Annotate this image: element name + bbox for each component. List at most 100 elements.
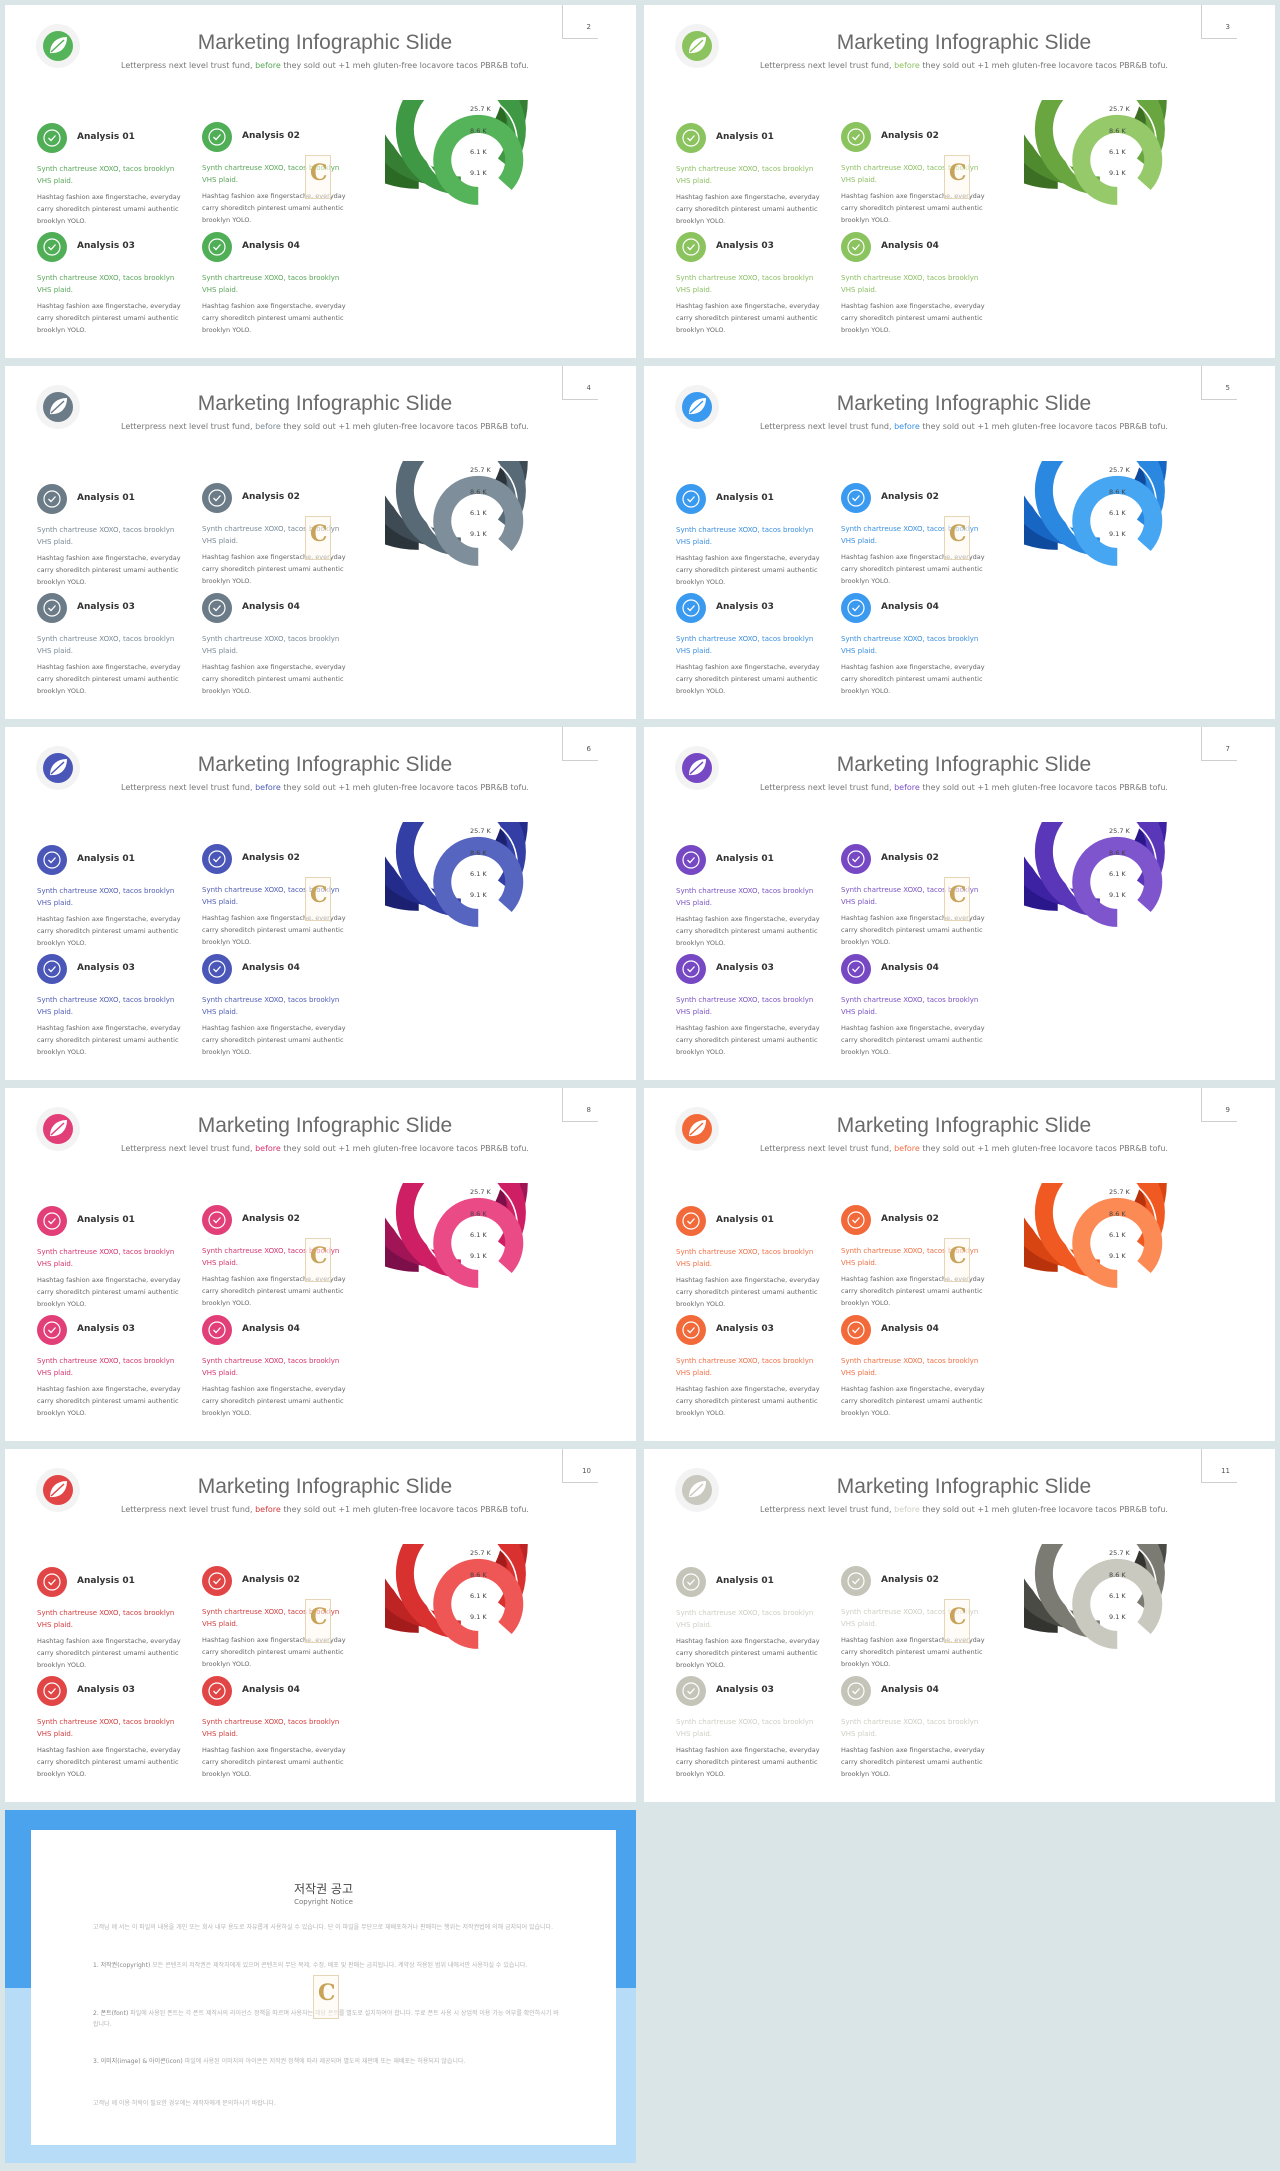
page-number-frame: [1201, 366, 1237, 400]
slide-subtitle: Letterpress next level trust fund, befor…: [760, 783, 1168, 792]
analysis-body: Hashtag fashion axe fingerstache, everyd…: [37, 915, 181, 947]
check-circle-icon: [202, 1676, 232, 1706]
analysis-tagline: Synth chartreuse XOXO, tacos brooklyn VH…: [37, 165, 175, 185]
page-number: 3: [1225, 23, 1230, 31]
check-circle-icon: [676, 954, 706, 984]
check-circle-icon: [676, 1315, 706, 1345]
slide-title: Marketing Infographic Slide: [197, 1114, 453, 1137]
slide-title: Marketing Infographic Slide: [836, 31, 1092, 54]
analysis-heading: Analysis 01: [77, 1576, 135, 1586]
radial-bar: [1072, 1197, 1163, 1288]
analysis-tagline: Synth chartreuse XOXO, tacos brooklyn VH…: [676, 526, 814, 546]
analysis-body: Hashtag fashion axe fingerstache, everyd…: [37, 1746, 181, 1778]
check-circle-icon: [841, 1676, 871, 1706]
check-circle-icon: [202, 844, 232, 874]
slide-title: Marketing Infographic Slide: [836, 1475, 1092, 1498]
analysis-tagline: Synth chartreuse XOXO, tacos brooklyn VH…: [676, 1718, 814, 1738]
analysis-body: Hashtag fashion axe fingerstache, everyd…: [202, 192, 346, 224]
analysis-heading: Analysis 02: [242, 853, 300, 863]
analysis-body: Hashtag fashion axe fingerstache, everyd…: [37, 554, 181, 586]
chart-tick-label: 6.1 K: [1109, 1231, 1126, 1239]
check-circle-icon: [841, 1566, 871, 1596]
analysis-body: Hashtag fashion axe fingerstache, everyd…: [841, 553, 985, 585]
chart-tick-label: 9.1 K: [470, 169, 487, 177]
chart-tick-label: 25.7 K: [1109, 105, 1130, 113]
chart-tick-label: 6.1 K: [1109, 509, 1126, 517]
chart-tick-label: 25.7 K: [470, 1549, 491, 1557]
analysis-body: Hashtag fashion axe fingerstache, everyd…: [841, 1024, 985, 1056]
leaf-logo-icon: [674, 23, 720, 69]
analysis-heading: Analysis 03: [77, 602, 135, 612]
analysis-tagline: Synth chartreuse XOXO, tacos brooklyn VH…: [202, 274, 340, 294]
analysis-body: Hashtag fashion axe fingerstache, everyd…: [841, 663, 985, 695]
page-number: 9: [1225, 1106, 1230, 1114]
chart-tick-label: 9.1 K: [470, 530, 487, 538]
copyright-paragraph: 3. 이미지(image) & 아이콘(icon) 파일에 사용된 이미지와 아…: [93, 2056, 563, 2067]
analysis-body: Hashtag fashion axe fingerstache, everyd…: [676, 302, 820, 334]
check-circle-icon: [676, 1206, 706, 1236]
chart-tick-label: 9.1 K: [1109, 891, 1126, 899]
watermark-logo: C: [944, 516, 970, 560]
analysis-heading: Analysis 04: [881, 602, 939, 612]
chart-tick-label: 6.1 K: [470, 509, 487, 517]
check-circle-icon: [841, 1315, 871, 1345]
chart-tick-label: 9.1 K: [470, 1613, 487, 1621]
watermark-logo: C: [305, 155, 331, 199]
watermark-logo: C: [944, 1599, 970, 1643]
chart-tick-label: 8.6 K: [470, 1210, 487, 1218]
infographic-slide: 7 Marketing Infographic Slide Letterpress …: [644, 727, 1275, 1080]
page-number: 10: [582, 1467, 591, 1475]
check-circle-icon: [202, 954, 232, 984]
slide-title: Marketing Infographic Slide: [197, 1475, 453, 1498]
radial-bar: [1072, 114, 1163, 205]
analysis-heading: Analysis 03: [77, 241, 135, 251]
check-circle-icon: [37, 845, 67, 875]
check-circle-icon: [676, 123, 706, 153]
slide-title: Marketing Infographic Slide: [197, 392, 453, 415]
analysis-tagline: Synth chartreuse XOXO, tacos brooklyn VH…: [37, 1357, 175, 1377]
chart-tick-label: 6.1 K: [1109, 1592, 1126, 1600]
analysis-tagline: Synth chartreuse XOXO, tacos brooklyn VH…: [202, 1357, 340, 1377]
page-number-frame: [562, 727, 598, 761]
analysis-body: Hashtag fashion axe fingerstache, everyd…: [37, 1385, 181, 1417]
check-circle-icon: [37, 1315, 67, 1345]
leaf-logo-icon: [35, 745, 81, 791]
slide-subtitle: Letterpress next level trust fund, befor…: [121, 422, 529, 431]
slide-subtitle: Letterpress next level trust fund, befor…: [121, 1505, 529, 1514]
radial-bar-chart: 25.7 K 8.6 K 6.1 K 9.1 K: [950, 1088, 1264, 1423]
analysis-body: Hashtag fashion axe fingerstache, everyd…: [676, 1637, 820, 1669]
chart-tick-label: 25.7 K: [470, 105, 491, 113]
leaf-logo-icon: [674, 1467, 720, 1513]
analysis-body: Hashtag fashion axe fingerstache, everyd…: [841, 192, 985, 224]
check-circle-icon: [676, 1567, 706, 1597]
copyright-section-text: 파일에 사용된 폰트는 각 폰트 제작사의 라이선스 정책을 따르며 사용자는 …: [93, 2010, 559, 2028]
chart-tick-label: 6.1 K: [1109, 148, 1126, 156]
analysis-body: Hashtag fashion axe fingerstache, everyd…: [202, 1636, 346, 1668]
page-number: 7: [1225, 745, 1230, 753]
analysis-tagline: Synth chartreuse XOXO, tacos brooklyn VH…: [202, 635, 340, 655]
analysis-heading: Analysis 03: [716, 963, 774, 973]
analysis-heading: Analysis 04: [881, 1324, 939, 1334]
analysis-heading: Analysis 03: [77, 1324, 135, 1334]
page-number: 5: [1225, 384, 1230, 392]
analysis-heading: Analysis 04: [242, 1324, 300, 1334]
slide-subtitle: Letterpress next level trust fund, befor…: [760, 1505, 1168, 1514]
analysis-body: Hashtag fashion axe fingerstache, everyd…: [202, 914, 346, 946]
check-circle-icon: [202, 593, 232, 623]
infographic-slide: 5 Marketing Infographic Slide Letterpress …: [644, 366, 1275, 719]
copyright-section-heading: 3. 이미지(image) & 아이콘(icon): [93, 2058, 183, 2065]
chart-tick-label: 6.1 K: [470, 148, 487, 156]
check-circle-icon: [37, 1676, 67, 1706]
chart-tick-label: 9.1 K: [470, 1252, 487, 1260]
infographic-slide: 6 Marketing Infographic Slide Letterpress …: [5, 727, 636, 1080]
analysis-tagline: Synth chartreuse XOXO, tacos brooklyn VH…: [202, 1718, 340, 1738]
chart-tick-label: 25.7 K: [1109, 1188, 1130, 1196]
chart-tick-label: 8.6 K: [1109, 1571, 1126, 1579]
leaf-logo-icon: [674, 745, 720, 791]
analysis-heading: Analysis 02: [242, 1575, 300, 1585]
analysis-body: Hashtag fashion axe fingerstache, everyd…: [841, 1385, 985, 1417]
analysis-body: Hashtag fashion axe fingerstache, everyd…: [202, 1275, 346, 1307]
check-circle-icon: [202, 122, 232, 152]
check-circle-icon: [676, 845, 706, 875]
analysis-tagline: Synth chartreuse XOXO, tacos brooklyn VH…: [841, 1247, 979, 1267]
